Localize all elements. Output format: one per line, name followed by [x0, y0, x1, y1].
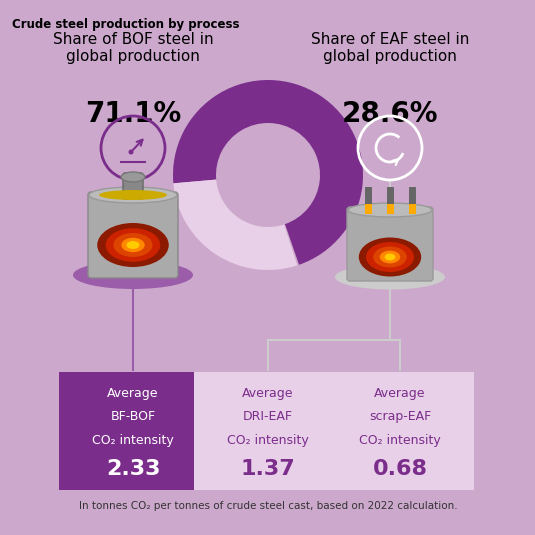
- Text: Share of EAF steel in
global production: Share of EAF steel in global production: [311, 32, 469, 64]
- FancyBboxPatch shape: [59, 372, 207, 490]
- Text: 0.68: 0.68: [372, 458, 427, 479]
- Wedge shape: [173, 80, 363, 265]
- Ellipse shape: [89, 187, 177, 203]
- Text: 2.33: 2.33: [106, 458, 160, 479]
- Text: In tonnes CO₂ per tonnes of crude steel cast, based on 2022 calculation.: In tonnes CO₂ per tonnes of crude steel …: [79, 501, 457, 511]
- FancyBboxPatch shape: [123, 173, 143, 199]
- Text: Share of BOF steel in
global production: Share of BOF steel in global production: [52, 32, 213, 64]
- Ellipse shape: [99, 190, 167, 200]
- Ellipse shape: [113, 233, 152, 257]
- Ellipse shape: [359, 238, 421, 277]
- Text: 28.6%: 28.6%: [342, 100, 438, 128]
- Circle shape: [128, 149, 134, 155]
- Ellipse shape: [73, 261, 193, 289]
- Ellipse shape: [121, 172, 145, 182]
- Ellipse shape: [97, 223, 169, 267]
- Ellipse shape: [380, 250, 400, 263]
- Ellipse shape: [106, 228, 160, 262]
- Text: CO₂ intensity: CO₂ intensity: [227, 434, 309, 447]
- FancyBboxPatch shape: [194, 372, 342, 490]
- Ellipse shape: [126, 241, 140, 249]
- Ellipse shape: [366, 242, 414, 272]
- Wedge shape: [173, 180, 297, 270]
- Text: Average: Average: [242, 387, 294, 400]
- Ellipse shape: [385, 254, 395, 261]
- Text: CO₂ intensity: CO₂ intensity: [359, 434, 441, 447]
- Text: BF-BOF: BF-BOF: [110, 410, 156, 423]
- Text: 71.1%: 71.1%: [85, 100, 181, 128]
- Text: Average: Average: [107, 387, 159, 400]
- FancyBboxPatch shape: [326, 372, 474, 490]
- Text: Average: Average: [374, 387, 426, 400]
- Ellipse shape: [335, 264, 445, 289]
- Ellipse shape: [373, 247, 407, 268]
- Text: Crude steel production by process: Crude steel production by process: [12, 18, 240, 31]
- Text: scrap-EAF: scrap-EAF: [369, 410, 431, 423]
- FancyBboxPatch shape: [347, 207, 433, 281]
- Text: 1.37: 1.37: [241, 458, 295, 479]
- Ellipse shape: [121, 238, 144, 252]
- FancyBboxPatch shape: [88, 192, 178, 278]
- Text: DRI-EAF: DRI-EAF: [243, 410, 293, 423]
- Text: CO₂ intensity: CO₂ intensity: [92, 434, 174, 447]
- Ellipse shape: [348, 203, 432, 217]
